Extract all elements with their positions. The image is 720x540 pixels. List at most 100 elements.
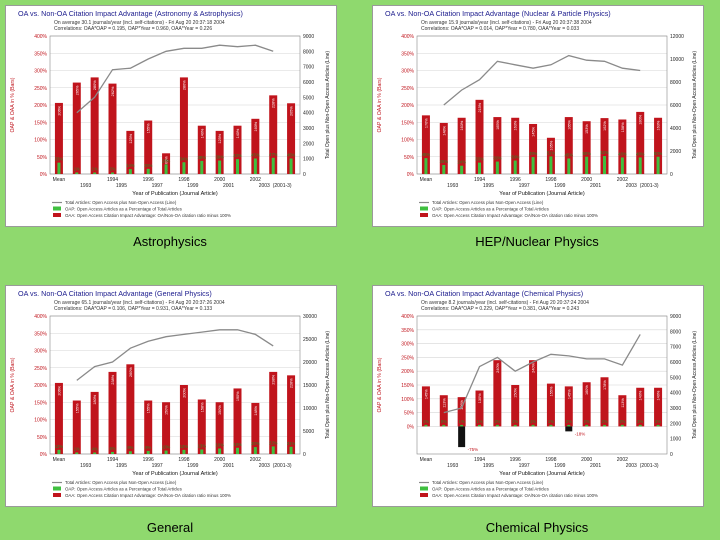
x-tick-label: 1994 (107, 457, 118, 463)
y2-tick-label: 12000 (670, 34, 684, 40)
x-tick-label: 2002 (617, 457, 628, 463)
oaa-bar (511, 385, 520, 427)
y2-tick-label: 15000 (303, 383, 317, 389)
oaa-data-label: 130% (478, 393, 482, 403)
y2-tick-label: 7000 (670, 345, 681, 351)
caption-general: General (146, 520, 194, 535)
x-tick-label: 1993 (80, 463, 91, 469)
oap-data-label: 36% (493, 156, 502, 161)
oap-data-label: 28% (162, 158, 171, 163)
caption-astrophysics: Astrophysics (133, 234, 207, 249)
total-articles-line (443, 54, 641, 106)
oaa-bar (529, 123, 538, 174)
oap-bar (164, 450, 168, 454)
oap-data-label: 2% (494, 419, 500, 424)
oaa-bar (600, 377, 609, 427)
y2-tick-label: 0 (670, 452, 673, 458)
oaa-data-label: 158% (200, 402, 204, 412)
y-tick-label: 350% (401, 328, 414, 334)
oap-data-label: 39% (215, 155, 224, 160)
oaa-bar (564, 117, 573, 174)
oaa-bar (654, 387, 663, 427)
oaa-data-label: 238% (111, 374, 115, 384)
oaa-data-label: 205% (290, 106, 294, 116)
oap-bar (271, 446, 275, 454)
oaa-bar (654, 117, 663, 174)
y2-tick-label: 3000 (670, 406, 681, 412)
x-tick-label: 2000 (214, 177, 225, 183)
oap-data-label: 43% (233, 153, 242, 158)
oaa-bar (546, 383, 555, 427)
chart-panel-chemical: OA vs. Non-OA Citation Impact Advantage … (372, 285, 704, 507)
y-tick-label: 100% (401, 138, 414, 144)
oap-bar (218, 160, 222, 174)
oaa-bar (144, 120, 153, 174)
oap-bar (111, 172, 114, 174)
oap-data-label: 49% (529, 151, 538, 156)
oaa-data-label: 145% (424, 389, 428, 399)
x-tick-label: 2003 (626, 183, 637, 189)
oap-bar (460, 165, 464, 174)
legend-swatch (53, 213, 61, 217)
oaa-bar (269, 95, 278, 174)
x-tick-label: 1994 (474, 177, 485, 183)
oap-data-label: 26% (440, 159, 449, 164)
oaa-bar (493, 360, 502, 427)
oap-data-label: 14% (126, 163, 135, 168)
chart-panel-general: OA vs. Non-OA Citation Impact Advantage … (5, 285, 337, 507)
oap-bar (128, 169, 132, 174)
oaa-bar (457, 397, 466, 427)
legend-label: OAP: Open Access Articles as a Percentag… (65, 207, 183, 212)
chart-title: OA vs. Non-OA Citation Impact Advantage … (18, 9, 243, 18)
x-tick-label: 1999 (187, 183, 198, 189)
legend-label: OAP: Open Access Articles as a Percentag… (65, 487, 183, 492)
oap-bar (289, 158, 293, 174)
chart-correlations: Correlations: OAA*OAP = 0.106, OAP*Year … (54, 306, 212, 312)
oap-bar (656, 156, 660, 174)
oaa-data-label: 280% (93, 80, 97, 90)
oap-data-label: 1% (459, 419, 465, 424)
x-tick-label: 1998 (178, 177, 189, 183)
oap-bar (585, 424, 589, 427)
oaa-bar (233, 388, 242, 454)
legend-swatch (53, 486, 61, 491)
legend-label: Total Articles: Open Access plus Non-Ope… (432, 200, 544, 205)
oap-data-label: 21% (287, 441, 296, 446)
oaa-bar (421, 115, 430, 174)
x-tick-label: 2000 (214, 457, 225, 463)
oap-data-label: 51% (547, 150, 556, 155)
oap-data-label: 18% (233, 442, 242, 447)
oaa-bar (197, 399, 206, 454)
y-tick-label: 250% (34, 86, 47, 92)
x-tick-label: 2001 (590, 183, 601, 189)
x-tick-label: 2003 (626, 463, 637, 469)
y-tick-label: 0% (407, 172, 415, 178)
chart-correlations: Correlations: OAA*OAP = 0.014, OAP*Year … (421, 26, 579, 32)
oaa-data-label: 165% (496, 119, 500, 129)
oaa-data-label: 265% (75, 85, 79, 95)
oaa-data-label: 280% (182, 80, 186, 90)
oap-bar (424, 424, 428, 427)
y2-axis-label: Total Open plus Non-Open Access Articles… (692, 331, 698, 439)
oap-bar (271, 157, 275, 174)
oaa-bar (54, 102, 63, 174)
oaa-bar (564, 386, 573, 427)
oaa-bar (546, 137, 555, 174)
x-tick-label: 1997 (152, 183, 163, 189)
oap-bar (146, 168, 150, 174)
oaa-data-label: 240% (496, 363, 500, 373)
y-tick-label: 400% (401, 34, 414, 40)
legend-swatch (420, 213, 428, 217)
y-tick-label: 300% (401, 69, 414, 75)
total-articles-line (76, 44, 274, 114)
oap-bar (236, 159, 239, 174)
oap-bar (164, 164, 168, 174)
oaa-bar (162, 402, 171, 454)
oap-bar (75, 452, 79, 454)
oaa-bar (215, 402, 224, 454)
y-tick-label: 400% (401, 314, 414, 320)
oaa-data-label: 140% (639, 390, 643, 400)
y-tick-label: 400% (34, 314, 47, 320)
oap-bar (57, 449, 61, 454)
y-tick-label: 150% (34, 120, 47, 126)
